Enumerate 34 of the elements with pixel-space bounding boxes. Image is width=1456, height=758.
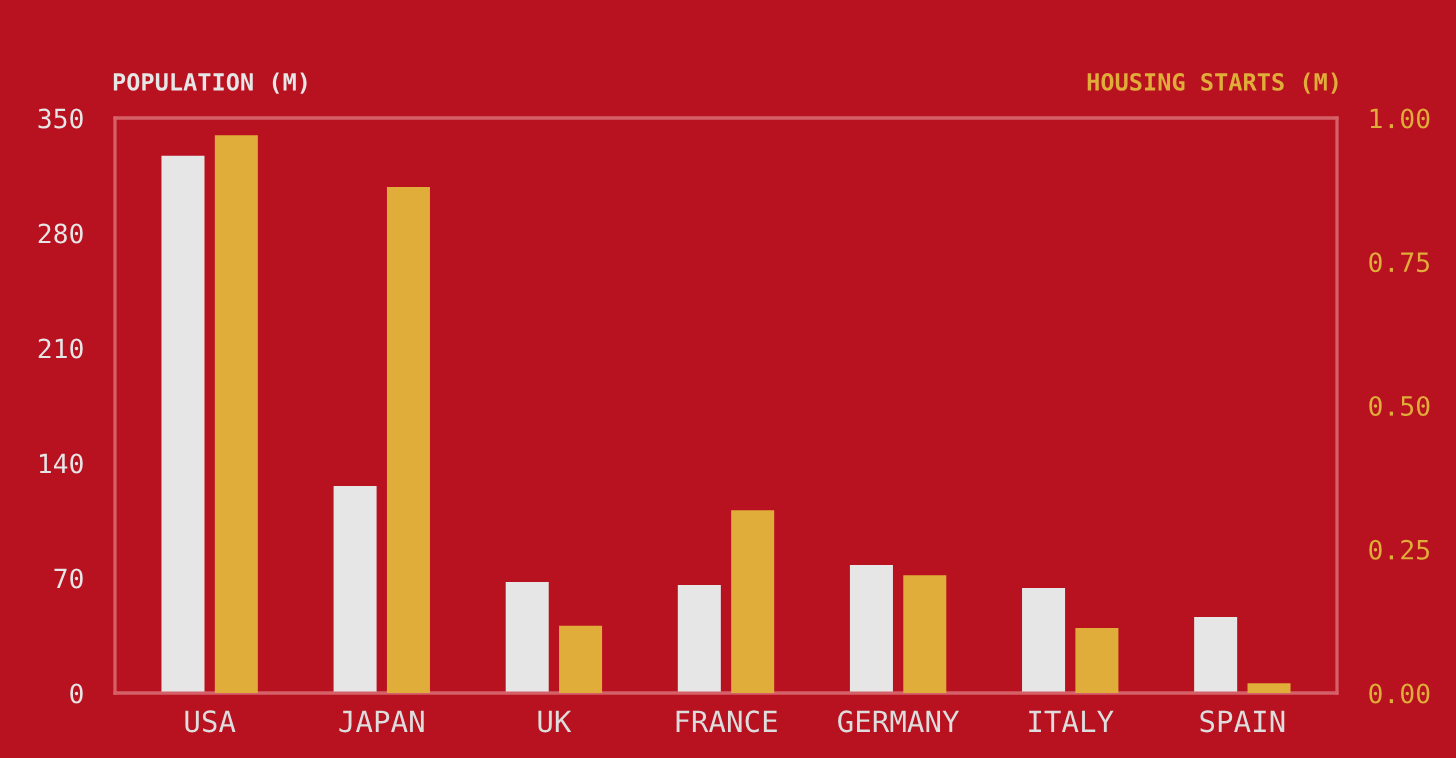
y2-tick-label: 0.00 — [1369, 683, 1430, 704]
bar — [1194, 616, 1238, 693]
bar — [1075, 628, 1119, 693]
bar — [505, 581, 549, 693]
x-tick-label: USA — [185, 710, 236, 733]
y2-tick-label: 0.75 — [1369, 252, 1429, 273]
bar — [849, 565, 893, 693]
bar — [1247, 683, 1291, 693]
bar — [559, 625, 603, 693]
bar — [731, 510, 775, 693]
bar — [1022, 588, 1066, 693]
x-tick-label: JAPAN — [339, 710, 424, 733]
bar — [386, 187, 430, 693]
bar — [333, 486, 377, 693]
y2-tick-label: 1.00 — [1370, 108, 1430, 129]
bar — [677, 585, 721, 693]
x-tick-label: GERMANY — [838, 710, 960, 733]
y-tick-label: 0 — [70, 683, 83, 704]
y2-tick-label: 0.50 — [1369, 396, 1430, 416]
y-tick-label: 70 — [54, 568, 83, 589]
y-tick-label: 140 — [39, 453, 83, 474]
y-axis-title: POPULATION (M) — [113, 72, 307, 94]
y2-axis-title: HOUSING STARTS (M) — [1087, 72, 1338, 94]
x-tick-label: SPAIN — [1200, 710, 1285, 733]
bar — [214, 135, 258, 693]
y-tick-label: 210 — [38, 338, 83, 359]
bar — [903, 575, 947, 693]
y2-tick-label: 0.25 — [1369, 539, 1429, 560]
y-tick-label: 280 — [38, 223, 83, 244]
x-tick-label: FRANCE — [676, 710, 777, 733]
x-tick-label: UK — [538, 710, 572, 733]
y-tick-label: 350 — [38, 108, 83, 129]
bar — [161, 155, 205, 693]
x-tick-label: ITALY — [1029, 710, 1114, 732]
